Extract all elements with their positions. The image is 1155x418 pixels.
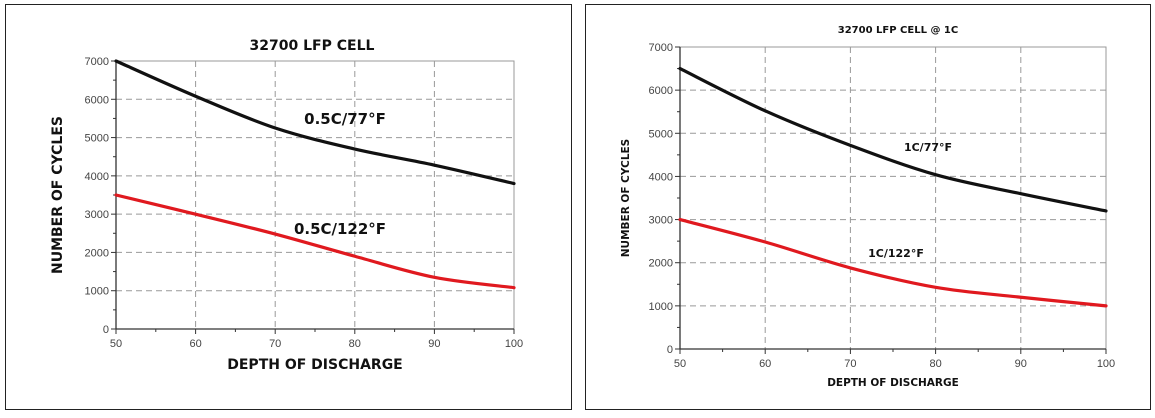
series-label: 0.5C/77°F [304,110,386,128]
chart-title: 32700 LFP CELL [250,38,375,54]
series-line-2 [678,217,1108,308]
chart-panel-left [5,4,572,410]
y-tick-label: 5000 [85,133,109,145]
x-tick-label: 70 [844,358,856,370]
x-axis-label: DEPTH OF DISCHARGE [227,357,403,373]
x-tick-label: 90 [1015,358,1027,370]
y-tick-label: 4000 [649,171,673,183]
y-axis-label: NUMBER OF CYCLES [620,139,632,258]
y-tick-label: 7000 [85,56,109,68]
y-tick-label: 5000 [649,128,673,140]
series-label: 1C/122°F [868,247,924,260]
y-tick-label: 6000 [85,94,109,106]
series-line-1 [114,59,516,186]
y-tick-label: 4000 [85,171,109,183]
x-tick-label: 50 [674,358,686,370]
y-axis-label: NUMBER OF CYCLES [50,116,66,274]
x-tick-label: 80 [929,358,941,370]
chart-panel-right [585,4,1151,410]
series-line-1 [678,66,1108,213]
x-tick-label: 100 [1097,358,1115,370]
y-tick-label: 3000 [649,215,673,227]
plot-frame [115,60,515,330]
y-tick-label: 2000 [649,258,673,270]
y-tick-label: 1000 [85,286,109,298]
x-tick-label: 70 [269,338,281,350]
x-axis-label: DEPTH OF DISCHARGE [827,377,959,389]
y-tick-label: 1000 [649,301,673,313]
y-tick-label: 0 [667,344,673,356]
chart-2: 50 60 70 80 90 100010002000300040005000600070… [620,25,1115,389]
chart-1: 50 60 70 80 90 100010002000300040005000600070… [50,38,523,373]
x-tick-label: 60 [189,338,201,350]
x-tick-label: 50 [110,338,122,350]
x-tick-label: 80 [349,338,361,350]
x-tick-label: 90 [428,338,440,350]
y-tick-label: 3000 [85,209,109,221]
x-tick-label: 100 [505,338,523,350]
y-tick-label: 6000 [649,85,673,97]
y-tick-label: 7000 [649,42,673,54]
series-label: 1C/77°F [904,141,952,154]
y-tick-label: 0 [103,324,109,336]
y-tick-label: 2000 [85,247,109,259]
series-line-2 [114,193,516,290]
x-tick-label: 60 [759,358,771,370]
chart-title: 32700 LFP CELL @ 1C [838,25,958,36]
series-label: 0.5C/122°F [294,220,386,238]
